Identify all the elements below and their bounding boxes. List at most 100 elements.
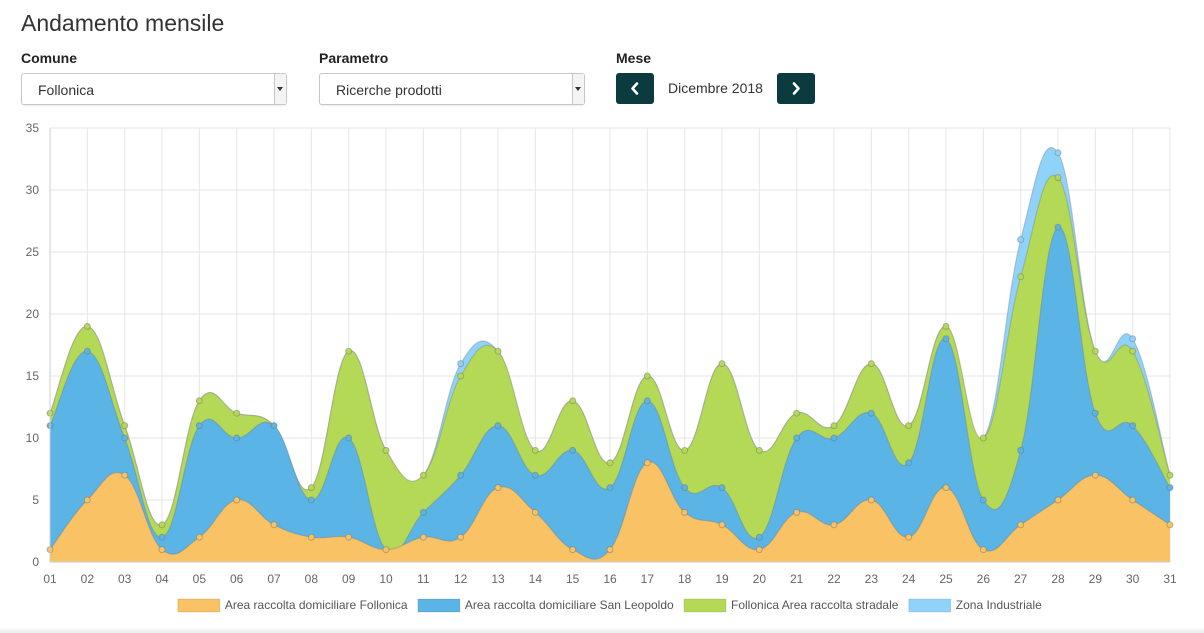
point	[681, 446, 689, 454]
point	[681, 508, 689, 516]
point	[83, 322, 91, 330]
x-tick-label: 18	[678, 572, 692, 586]
point	[233, 496, 241, 504]
x-tick-label: 28	[1051, 572, 1065, 586]
point	[1091, 471, 1099, 479]
point	[233, 409, 241, 417]
point	[793, 409, 801, 417]
point	[905, 459, 913, 467]
point	[531, 471, 539, 479]
x-tick-label: 23	[865, 572, 879, 586]
point	[867, 409, 875, 417]
point	[345, 434, 353, 442]
x-tick-label: 24	[902, 572, 916, 586]
x-tick-label: 09	[342, 572, 356, 586]
x-tick-label: 02	[81, 572, 95, 586]
point	[793, 508, 801, 516]
x-tick-label: 01	[43, 572, 57, 586]
point	[1129, 422, 1137, 430]
x-tick-label: 12	[454, 572, 468, 586]
point	[830, 422, 838, 430]
point	[755, 546, 763, 554]
x-tick-label: 22	[827, 572, 841, 586]
point	[1054, 149, 1062, 157]
point	[942, 322, 950, 330]
x-tick-label: 30	[1126, 572, 1140, 586]
point	[195, 422, 203, 430]
point	[457, 372, 465, 380]
point	[643, 372, 651, 380]
point	[270, 521, 278, 529]
point	[979, 496, 987, 504]
point	[158, 546, 166, 554]
y-tick-label: 20	[26, 307, 40, 321]
point	[643, 397, 651, 405]
x-tick-label: 31	[1163, 572, 1177, 586]
parametro-select[interactable]: Ricerche prodotti	[319, 73, 585, 105]
point	[793, 434, 801, 442]
point	[718, 484, 726, 492]
y-tick-label: 35	[26, 121, 40, 135]
point	[681, 484, 689, 492]
point	[867, 496, 875, 504]
point	[382, 446, 390, 454]
next-month-button[interactable]	[777, 73, 815, 104]
x-tick-label: 14	[529, 572, 543, 586]
point	[905, 422, 913, 430]
mese-label: Mese	[616, 50, 652, 66]
point	[1166, 521, 1174, 529]
point	[1017, 446, 1025, 454]
parametro-label: Parametro	[319, 50, 389, 66]
point	[307, 533, 315, 541]
comune-label: Comune	[21, 50, 77, 66]
point	[942, 484, 950, 492]
x-tick-label: 17	[641, 572, 655, 586]
point	[569, 446, 577, 454]
legend-swatch	[683, 598, 727, 613]
point	[606, 459, 614, 467]
point	[457, 471, 465, 479]
point	[121, 434, 129, 442]
point	[830, 434, 838, 442]
y-tick-label: 15	[26, 369, 40, 383]
point	[457, 360, 465, 368]
point	[1017, 236, 1025, 244]
legend-swatch	[908, 598, 952, 613]
x-tick-label: 08	[305, 572, 319, 586]
point	[718, 360, 726, 368]
point	[1129, 347, 1137, 355]
y-tick-label: 25	[26, 245, 40, 259]
point	[531, 446, 539, 454]
point	[345, 533, 353, 541]
prev-month-button[interactable]	[616, 73, 654, 104]
x-tick-label: 07	[267, 572, 281, 586]
point	[307, 496, 315, 504]
comune-select[interactable]: Follonica	[21, 73, 287, 105]
chevron-right-icon	[792, 82, 800, 95]
point	[979, 434, 987, 442]
x-tick-label: 15	[566, 572, 580, 586]
point	[1166, 484, 1174, 492]
point	[867, 360, 875, 368]
current-month: Dicembre 2018	[668, 80, 763, 96]
x-tick-label: 19	[715, 572, 729, 586]
point	[942, 335, 950, 343]
caret-down-icon	[572, 74, 584, 104]
point	[1054, 223, 1062, 231]
x-tick-label: 10	[379, 572, 393, 586]
point	[1129, 335, 1137, 343]
point	[1054, 174, 1062, 182]
x-tick-label: 27	[1014, 572, 1028, 586]
point	[905, 533, 913, 541]
legend-swatch	[177, 598, 221, 613]
point	[1054, 496, 1062, 504]
parametro-select-value: Ricerche prodotti	[336, 82, 442, 98]
x-tick-label: 16	[603, 572, 617, 586]
point	[307, 484, 315, 492]
chart-legend: Area raccolta domiciliare Follonica Area …	[177, 598, 1042, 613]
point	[830, 521, 838, 529]
point	[345, 347, 353, 355]
x-tick-label: 25	[939, 572, 953, 586]
point	[270, 422, 278, 430]
